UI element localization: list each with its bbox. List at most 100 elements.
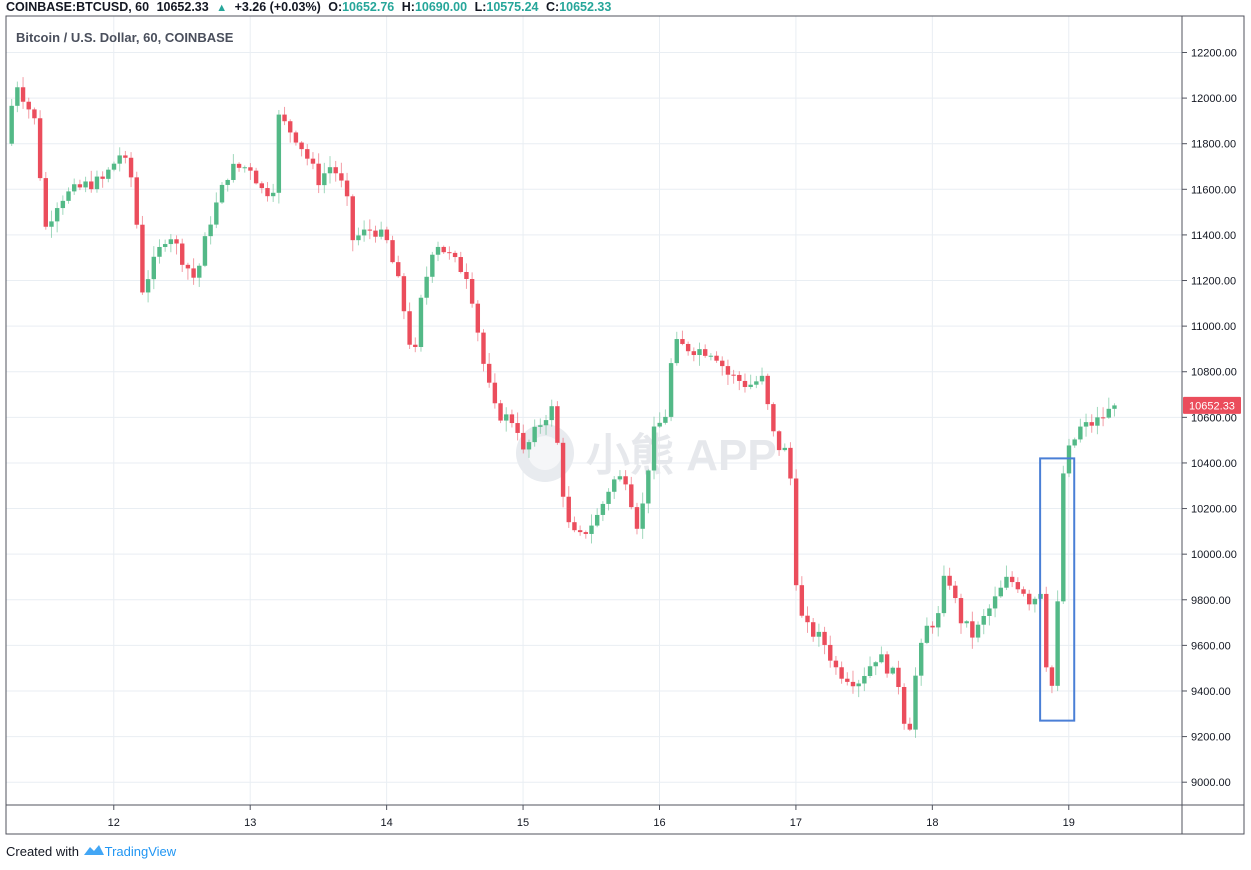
candle-up: [918, 642, 924, 676]
candle-up: [964, 621, 969, 624]
candle-down: [384, 229, 390, 241]
candle-up: [617, 476, 623, 480]
candle-up: [526, 442, 532, 450]
y-tick-label: 9200.00: [1191, 732, 1231, 744]
candle-down: [259, 183, 265, 189]
candle-down: [339, 173, 344, 181]
candle-down: [401, 276, 407, 312]
candle-up: [162, 244, 168, 247]
watermark-logo-inner-icon: [528, 436, 562, 470]
candle-up: [202, 236, 208, 266]
candle-up: [543, 420, 549, 426]
last-price-tag-label: 10652.33: [1189, 400, 1235, 412]
candle-down: [810, 622, 816, 637]
candle-up: [941, 575, 947, 614]
candle-up: [15, 87, 20, 106]
candle-down: [77, 184, 83, 188]
candle-up: [998, 587, 1003, 597]
symbol-header: COINBASE:BTCUSD, 60 10652.33 ▲ +3.26 (+0…: [6, 0, 615, 16]
candle-down: [799, 585, 805, 616]
candle-down: [680, 339, 685, 344]
candle-up: [424, 276, 429, 298]
candle-up: [270, 192, 276, 197]
candle-down: [469, 279, 475, 304]
footer: Created with TradingView: [6, 844, 176, 859]
candle-down: [725, 366, 731, 375]
candle-up: [992, 596, 998, 609]
candle-down: [737, 374, 742, 381]
chart-grid: [6, 16, 1182, 805]
candle-up: [640, 503, 645, 529]
candle-down: [828, 644, 833, 661]
candle-down: [822, 631, 827, 645]
candle-down: [515, 423, 520, 433]
candle-down: [293, 132, 299, 143]
candle-down: [555, 406, 560, 443]
candle-down: [32, 109, 37, 119]
candle-up: [208, 224, 213, 237]
candle-up: [782, 447, 787, 451]
x-tick-label: 15: [517, 817, 529, 829]
candle-down: [805, 615, 810, 623]
candle-up: [83, 181, 88, 188]
candle-down: [623, 476, 628, 485]
candle-up: [49, 221, 54, 227]
candle-down: [413, 344, 418, 348]
chart-frame: [5, 15, 1245, 835]
candle-down: [390, 240, 395, 263]
candle-down: [305, 149, 310, 159]
candle-up: [418, 297, 424, 348]
candle-down: [396, 262, 401, 277]
candle-up: [157, 246, 162, 257]
candle-up: [913, 675, 918, 730]
candle-down: [498, 403, 503, 421]
y-tick-label: 9000.00: [1191, 777, 1231, 789]
open-value: 10652.76: [342, 0, 395, 14]
time-axis: 12 13 14 15 16 17 18 19: [108, 805, 1075, 829]
candle-up: [60, 200, 66, 209]
footer-brand-link[interactable]: TradingView: [104, 844, 177, 859]
x-tick-label: 19: [1063, 817, 1075, 829]
candle-down: [333, 167, 338, 174]
open-label: O:: [328, 0, 343, 14]
candle-up: [981, 615, 986, 625]
candle-up: [532, 426, 537, 443]
candle-up: [435, 246, 441, 255]
candle-down: [970, 621, 975, 638]
candle-down: [20, 87, 26, 102]
high-label: H:: [401, 0, 415, 14]
candle-up: [54, 208, 60, 222]
close-label: C:: [546, 0, 560, 14]
y-tick-label: 11800.00: [1191, 139, 1236, 151]
candle-up: [924, 625, 930, 643]
candle-down: [481, 332, 486, 364]
candle-down: [174, 239, 179, 244]
candle-down: [953, 585, 958, 599]
candle-up: [197, 265, 202, 278]
candle-up: [1066, 445, 1072, 474]
candle-up: [1055, 601, 1060, 686]
candle-up: [72, 184, 77, 192]
candle-down: [583, 532, 589, 534]
candle-up: [867, 666, 873, 676]
candle-down: [720, 360, 725, 367]
candle-up: [1083, 422, 1089, 427]
candle-down: [441, 246, 446, 253]
candle-up: [890, 667, 895, 674]
y-tick-label: 10600.00: [1191, 412, 1237, 424]
x-tick-label: 12: [108, 817, 120, 829]
candle-up: [94, 176, 100, 190]
candle-up: [9, 105, 14, 144]
candle-down: [299, 142, 304, 150]
candle-down: [123, 155, 128, 158]
candle-down: [850, 681, 856, 687]
candle-down: [282, 114, 287, 122]
symbol-label: COINBASE:BTCUSD, 60: [6, 0, 150, 14]
last-price-marker: 10652.33: [1183, 396, 1241, 414]
x-tick-label: 14: [381, 817, 393, 829]
y-tick-label: 12000.00: [1191, 93, 1237, 105]
candle-up: [168, 239, 174, 245]
candle-up: [975, 624, 981, 638]
candle-up: [430, 254, 435, 277]
